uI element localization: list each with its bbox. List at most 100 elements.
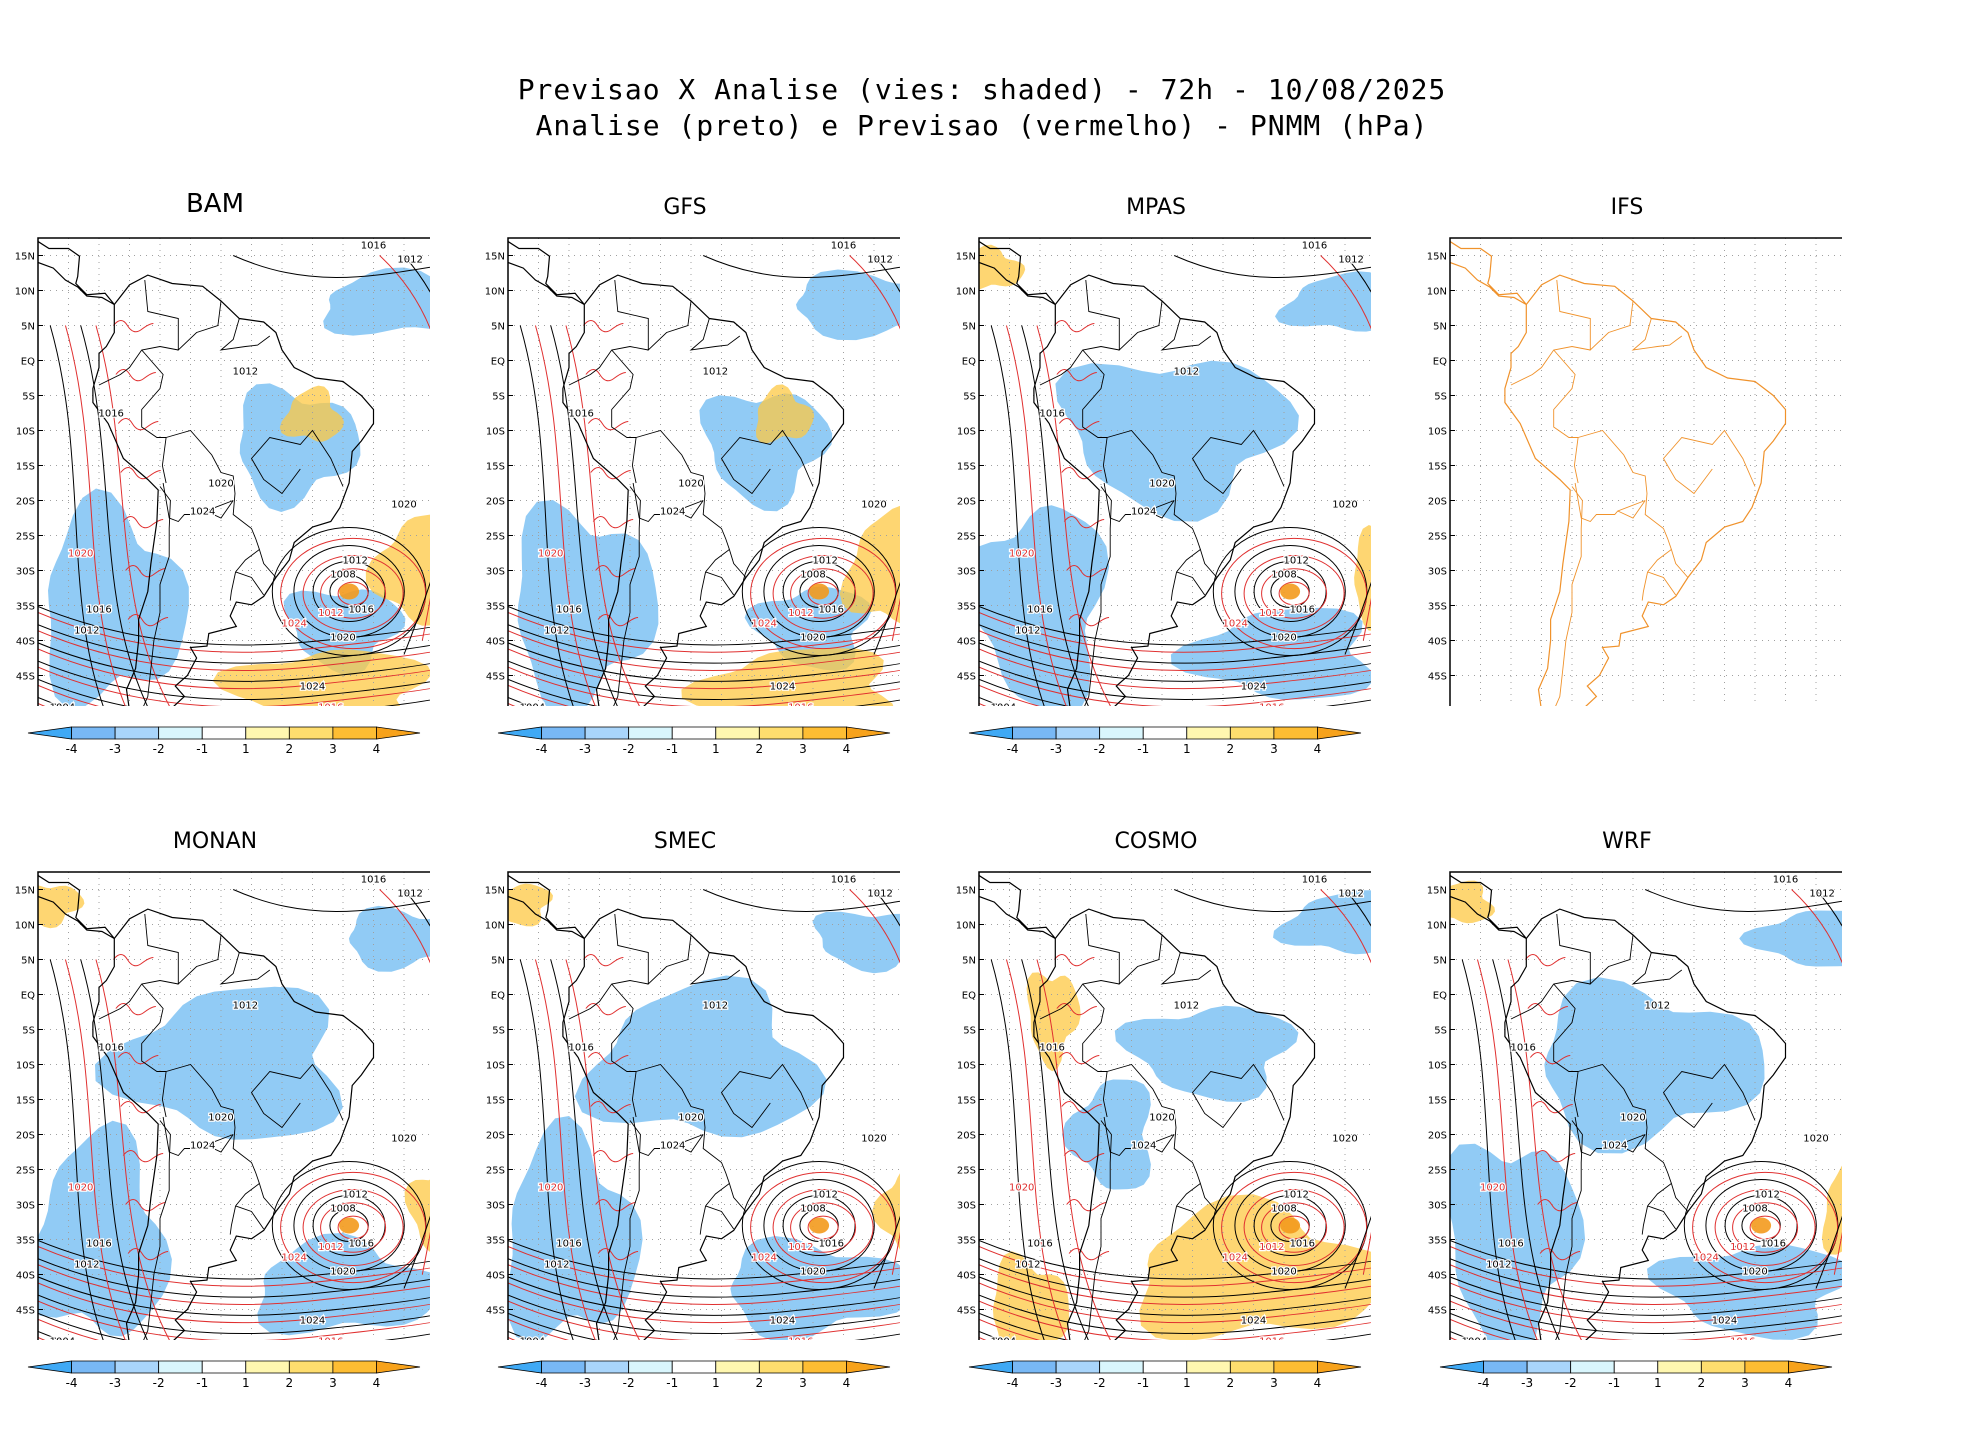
panel-bam: BAM 1012 1016 1012 1020 1024 1024 1016 1012 1016… bbox=[0, 189, 430, 795]
bias-shade bbox=[812, 911, 900, 974]
analysis-isobar bbox=[38, 642, 430, 682]
colorbar-bin bbox=[628, 726, 673, 740]
forecast-isobar bbox=[772, 555, 874, 632]
colorbar-bin bbox=[584, 1360, 630, 1374]
isobar-label: 1012 bbox=[1259, 1242, 1284, 1253]
map-smec: 1012 1016 1012 1020 1024 1024 1016 1012 1016 1012… bbox=[485, 871, 900, 1340]
lat-label: 15N bbox=[15, 886, 35, 897]
forecast-isobar bbox=[849, 255, 900, 641]
country-border bbox=[689, 952, 741, 985]
colorbar-label: -4 bbox=[536, 1376, 548, 1390]
colorbar-bin bbox=[968, 726, 1013, 740]
analysis-isobar bbox=[508, 606, 900, 646]
forecast-isobar bbox=[508, 1264, 900, 1305]
colorbar-label: 4 bbox=[1314, 742, 1322, 756]
country-border bbox=[1617, 500, 1646, 519]
isobar-label: 1012 bbox=[233, 367, 258, 378]
colorbar-label: 2 bbox=[1227, 1376, 1235, 1390]
lat-label: 45S bbox=[1428, 672, 1447, 683]
country-border bbox=[1510, 346, 1591, 386]
forecast-isobar bbox=[1068, 1248, 1110, 1261]
lat-label: 10S bbox=[957, 427, 976, 438]
country-border bbox=[705, 571, 735, 596]
lat-label: 10N bbox=[485, 921, 505, 932]
isobar-label: 1004 bbox=[50, 703, 75, 707]
colorbar-label: -4 bbox=[536, 742, 548, 756]
lat-label: 10S bbox=[16, 427, 35, 438]
isobar-label: 1012 bbox=[74, 1260, 99, 1271]
isobar-label: 1012 bbox=[1259, 608, 1284, 619]
colorbar-bin bbox=[1186, 1360, 1231, 1374]
forecast-isobar bbox=[38, 1300, 430, 1340]
isobar-label: 1024 bbox=[770, 682, 795, 693]
country-border bbox=[1160, 952, 1212, 985]
forecast-isobar bbox=[587, 1052, 629, 1065]
low-core bbox=[1280, 1217, 1301, 1234]
country-border bbox=[1106, 429, 1177, 494]
colorbar-bin bbox=[1317, 1360, 1362, 1374]
analysis-isobar bbox=[979, 678, 1371, 706]
isobar-label: 1024 bbox=[1241, 682, 1266, 693]
forecast-isobar bbox=[1054, 954, 1095, 967]
isobar-label: 1024 bbox=[1131, 507, 1156, 518]
forecast-isobar bbox=[592, 1150, 634, 1163]
analysis-isobar bbox=[403, 255, 430, 655]
isobar-label: 1016 bbox=[98, 409, 123, 420]
country-border bbox=[235, 571, 265, 596]
isobar-label: 1012 bbox=[1730, 1242, 1755, 1253]
analysis-isobar bbox=[1173, 255, 1371, 278]
lat-label: EQ bbox=[491, 357, 505, 368]
isobar-label: 1004 bbox=[50, 1337, 75, 1341]
colorbar-label: -3 bbox=[579, 742, 591, 756]
panel-title-cosmo: COSMO bbox=[1114, 829, 1198, 854]
map-frame bbox=[978, 871, 1371, 1340]
map-content bbox=[1450, 238, 1842, 706]
isobar-label: 1012 bbox=[867, 889, 892, 900]
bias-shade bbox=[95, 986, 343, 1140]
country-border bbox=[232, 493, 260, 573]
colorbar-bin bbox=[288, 1360, 334, 1374]
isobar-label: 1016 bbox=[831, 241, 856, 252]
forecast-isobar bbox=[1320, 889, 1371, 1275]
isobar-label: 1008 bbox=[330, 1204, 355, 1215]
coastline bbox=[38, 874, 115, 940]
isobar-label: 1012 bbox=[1338, 255, 1363, 266]
isobar-label: 1020 bbox=[330, 1267, 355, 1278]
low-core bbox=[809, 583, 830, 600]
isobar-label: 1020 bbox=[1271, 1267, 1296, 1278]
isobar-label: 1020 bbox=[1149, 1113, 1174, 1124]
colorbar-bin bbox=[1012, 726, 1057, 740]
country-border bbox=[705, 1205, 735, 1230]
forecast-isobar bbox=[113, 320, 154, 333]
isobar-label: 1020 bbox=[861, 500, 886, 511]
lat-label: 10N bbox=[956, 287, 976, 298]
forecast-isobar bbox=[320, 1202, 387, 1253]
lat-label: 5S bbox=[1434, 1026, 1447, 1037]
isobar bbox=[550, 325, 618, 706]
colorbar-bin bbox=[245, 1360, 290, 1374]
colorbar-label: 3 bbox=[329, 1376, 337, 1390]
forecast-isobar bbox=[127, 614, 169, 627]
analysis-isobar bbox=[979, 606, 1371, 646]
isobar-label: 1016 bbox=[556, 605, 581, 616]
isobar bbox=[534, 325, 596, 706]
colorbar-label: -2 bbox=[1094, 1376, 1106, 1390]
country-border bbox=[1555, 486, 1583, 706]
country-border bbox=[1553, 349, 1579, 438]
colorbar-label: 4 bbox=[1314, 1376, 1322, 1390]
lat-label: 15S bbox=[486, 462, 505, 473]
country-border bbox=[205, 500, 234, 519]
panel-gfs: GFS 1012 1016 1012 1020 1024 1024 1016 1012 1016… bbox=[470, 195, 900, 795]
isobar-label: 1016 bbox=[86, 1239, 111, 1250]
colorbar-label: 4 bbox=[1785, 1376, 1793, 1390]
colorbar-label: -4 bbox=[1007, 742, 1019, 756]
lat-label: 15N bbox=[1427, 252, 1447, 263]
colorbar-bin bbox=[71, 726, 116, 740]
country-border bbox=[728, 1183, 747, 1212]
colorbar-bin bbox=[1273, 726, 1318, 740]
colorbar-bin bbox=[332, 726, 377, 740]
country-border bbox=[1160, 318, 1212, 351]
colorbar-bin bbox=[584, 726, 630, 740]
country-border bbox=[611, 983, 637, 1072]
isobar-label: 1016 bbox=[1290, 1239, 1315, 1250]
